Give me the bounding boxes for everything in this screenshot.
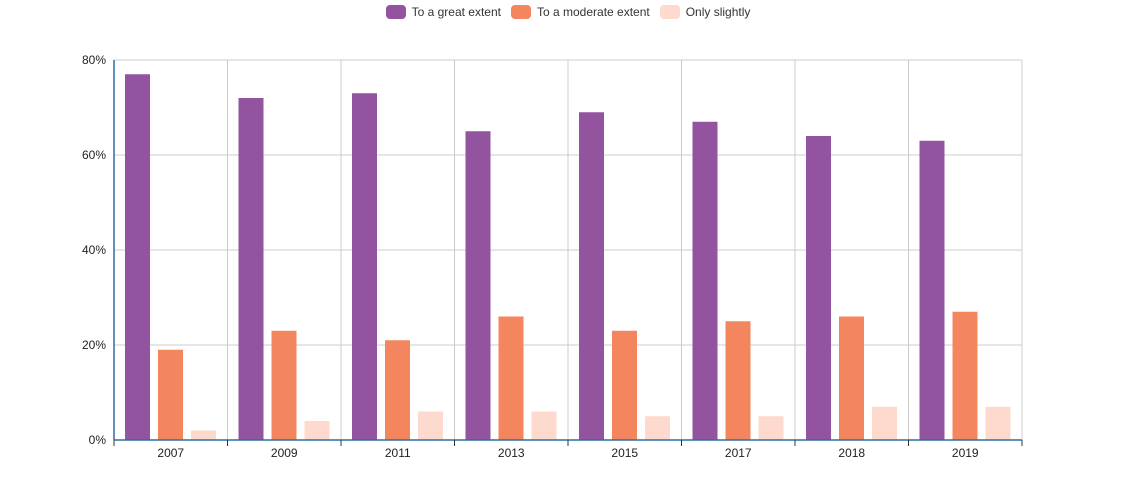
y-tick-label: 0%	[89, 433, 107, 447]
x-tick-label: 2019	[952, 446, 979, 460]
bar-2017-0	[692, 121, 718, 440]
bar-2018-1	[839, 316, 864, 440]
bar-2015-0	[579, 112, 604, 440]
bar-2013-2	[531, 411, 557, 440]
bar-2009-1	[271, 330, 297, 440]
x-tick-label: 2017	[725, 446, 752, 460]
bar-2018-0	[806, 136, 831, 440]
bar-2015-2	[645, 416, 670, 440]
bar-2011-0	[352, 93, 377, 440]
x-tick-label: 2013	[498, 446, 525, 460]
legend-item-slightly[interactable]: Only slightly	[659, 5, 751, 19]
y-tick-label: 60%	[82, 148, 106, 162]
bar-2011-2	[418, 411, 443, 440]
y-tick-label: 40%	[82, 243, 106, 257]
legend-item-great[interactable]: To a great extent	[385, 5, 501, 19]
bar-2015-1	[612, 330, 637, 440]
bar-2007-2	[191, 430, 216, 440]
legend-label-moderate: To a moderate extent	[536, 5, 650, 19]
y-tick-label: 20%	[82, 338, 106, 352]
x-tick-label: 2011	[385, 446, 411, 460]
bar-2007-0	[125, 74, 150, 440]
x-tick-label: 2018	[838, 446, 865, 460]
bar-2019-1	[952, 311, 978, 440]
legend-swatch-moderate	[510, 5, 531, 19]
x-tick-label: 2009	[271, 446, 298, 460]
bar-2009-2	[304, 421, 330, 440]
legend-swatch-slightly	[659, 5, 680, 19]
bar-2017-1	[725, 321, 751, 440]
bar-2017-2	[758, 416, 784, 440]
bar-2011-1	[385, 340, 410, 440]
x-tick-label: 2007	[157, 446, 184, 460]
x-tick-label: 2015	[611, 446, 638, 460]
bar-2018-2	[872, 406, 897, 440]
bar-2013-0	[465, 131, 491, 440]
legend-label-slightly: Only slightly	[685, 5, 751, 19]
legend-swatch-great	[385, 5, 406, 19]
bar-2013-1	[498, 316, 524, 440]
legend-label-great: To a great extent	[411, 5, 501, 19]
y-tick-label: 80%	[82, 53, 106, 67]
bar-2007-1	[158, 349, 183, 440]
bar-2009-0	[238, 98, 264, 440]
bar-2019-0	[919, 140, 945, 440]
legend-item-moderate[interactable]: To a moderate extent	[510, 5, 650, 19]
bar-2019-2	[985, 406, 1011, 440]
legend: To a great extent To a moderate extent O…	[0, 4, 1136, 20]
